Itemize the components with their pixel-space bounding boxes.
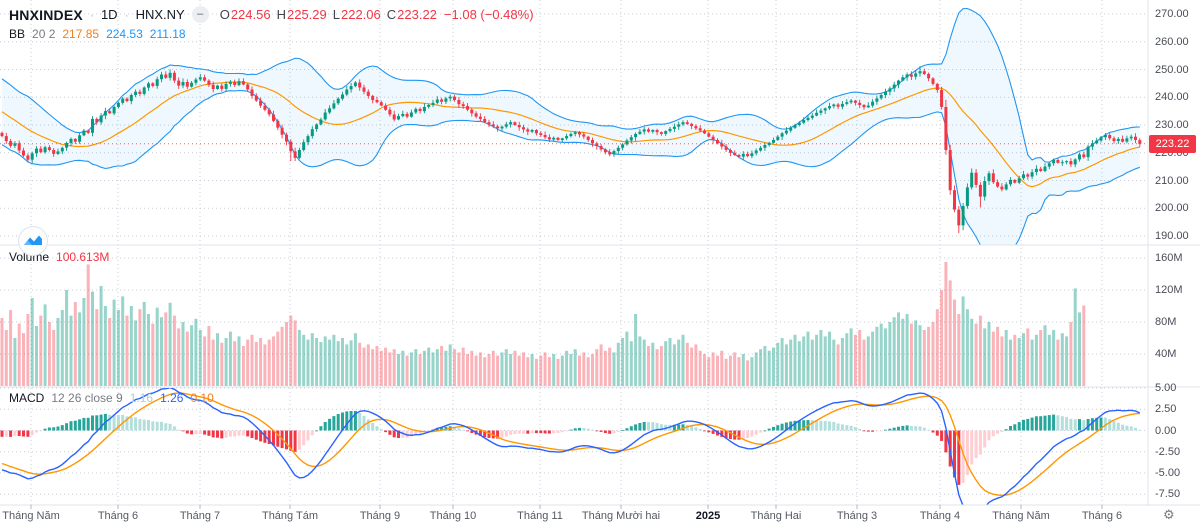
open-label: O (219, 7, 230, 22)
price-axis-label: 250.00 (1155, 63, 1189, 76)
high-label: H (276, 7, 286, 22)
ohlc-readout: O224.56 H225.29 L222.06 C223.22 −1.08 (−… (220, 7, 534, 22)
time-axis-label: Tháng Năm (2, 510, 60, 522)
gear-icon[interactable]: ⚙ (1163, 507, 1175, 522)
bb-basis-line (1, 81, 1140, 188)
volume-pane (0, 262, 1086, 386)
macd-pane (0, 388, 1142, 505)
low-value: 222.06 (340, 7, 381, 22)
separator-dot: · (124, 7, 129, 22)
high-value: 225.29 (286, 7, 327, 22)
change-value: −1.08 (−0.48%) (443, 7, 534, 22)
symbol-name[interactable]: HNXINDEX (9, 6, 83, 23)
price-axis-label: 200.00 (1155, 202, 1189, 215)
bb-upper-value: 224.53 (106, 27, 143, 41)
open-value: 224.56 (230, 7, 271, 22)
symbol-logo-icon: – (191, 6, 209, 23)
bb-indicator-name[interactable]: BB (9, 27, 26, 41)
separator-dot: · (89, 7, 94, 22)
macd-axis-label: -7.50 (1155, 488, 1181, 501)
macd-axis-label: 0.00 (1155, 424, 1177, 437)
macd-params: 12 26 close 9 (51, 391, 123, 405)
volume-axis-label: 120M (1155, 284, 1183, 296)
macd-signal-value: 0.10 (190, 391, 214, 405)
time-axis-label: Tháng Năm (992, 510, 1050, 522)
macd-axis-label: 2.50 (1155, 403, 1177, 416)
time-axis-label: Tháng Tám (261, 510, 319, 522)
price-axis-label: 240.00 (1155, 91, 1189, 104)
macd-axis-label: 5.00 (1155, 382, 1177, 394)
volume-axis-label: 160M (1155, 252, 1183, 264)
symbol-legend-row: HNXINDEX · 1D · HNX.NY – O224.56 H225.29… (9, 6, 534, 23)
macd-hist-value: 1.16 (129, 391, 154, 405)
time-axis-label: Tháng 7 (179, 510, 221, 522)
price-axis-label: 190.00 (1155, 230, 1189, 242)
price-axis-label: 270.00 (1155, 8, 1189, 20)
bb-fill (2, 8, 1140, 245)
time-axis-label: Tháng Hai (750, 510, 802, 522)
low-label: L (332, 7, 340, 22)
time-axis-label: Tháng Mười hai (581, 510, 661, 522)
time-axis-label: 2025 (695, 510, 721, 522)
price-axis-label: 210.00 (1155, 174, 1189, 187)
volume-axis-label: 40M (1155, 348, 1177, 360)
macd-signal-line (1, 392, 1140, 497)
bb-upper-line (1, 7, 1140, 163)
time-axis-label: Tháng 4 (919, 510, 961, 522)
time-axis-label: Tháng 3 (836, 510, 878, 522)
mountain-chart-icon[interactable] (17, 225, 49, 262)
time-axis-label: Tháng 11 (517, 510, 563, 522)
macd-axis-label: -5.00 (1155, 467, 1181, 479)
macd-legend-row: MACD 12 26 close 9 1.16 1.26 0.10 (9, 391, 214, 405)
bb-params: 20 2 (32, 27, 56, 41)
price-axis-label: 260.00 (1155, 35, 1189, 48)
macd-axis-label: -2.50 (1155, 445, 1181, 458)
close-value: 223.22 (397, 7, 437, 22)
bb-lower-value: 211.18 (149, 27, 186, 41)
volume-axis-label: 80M (1155, 316, 1177, 328)
close-label: C (386, 7, 397, 22)
time-axis-label: Tháng 10 (429, 510, 477, 522)
time-axis-label: Tháng 9 (359, 510, 401, 522)
price-pane (0, 7, 1148, 245)
macd-main-line (1, 388, 1141, 505)
last-price-badge: 223.22 (1149, 134, 1196, 153)
exchange-label[interactable]: HNX.NY (135, 7, 185, 22)
bb-legend-row: BB 20 2 217.85 224.53 211.18 (9, 27, 186, 41)
time-axis-label: Tháng 6 (1081, 510, 1123, 522)
time-axis-label: Tháng 6 (97, 510, 139, 522)
timeframe-label[interactable]: 1D (100, 7, 118, 22)
macd-line-value: 1.26 (160, 391, 184, 405)
price-axis-label: 230.00 (1155, 119, 1189, 131)
bb-basis-value: 217.85 (62, 27, 100, 41)
volume-value: 100.613M (56, 250, 110, 264)
macd-indicator-name[interactable]: MACD (9, 391, 45, 405)
